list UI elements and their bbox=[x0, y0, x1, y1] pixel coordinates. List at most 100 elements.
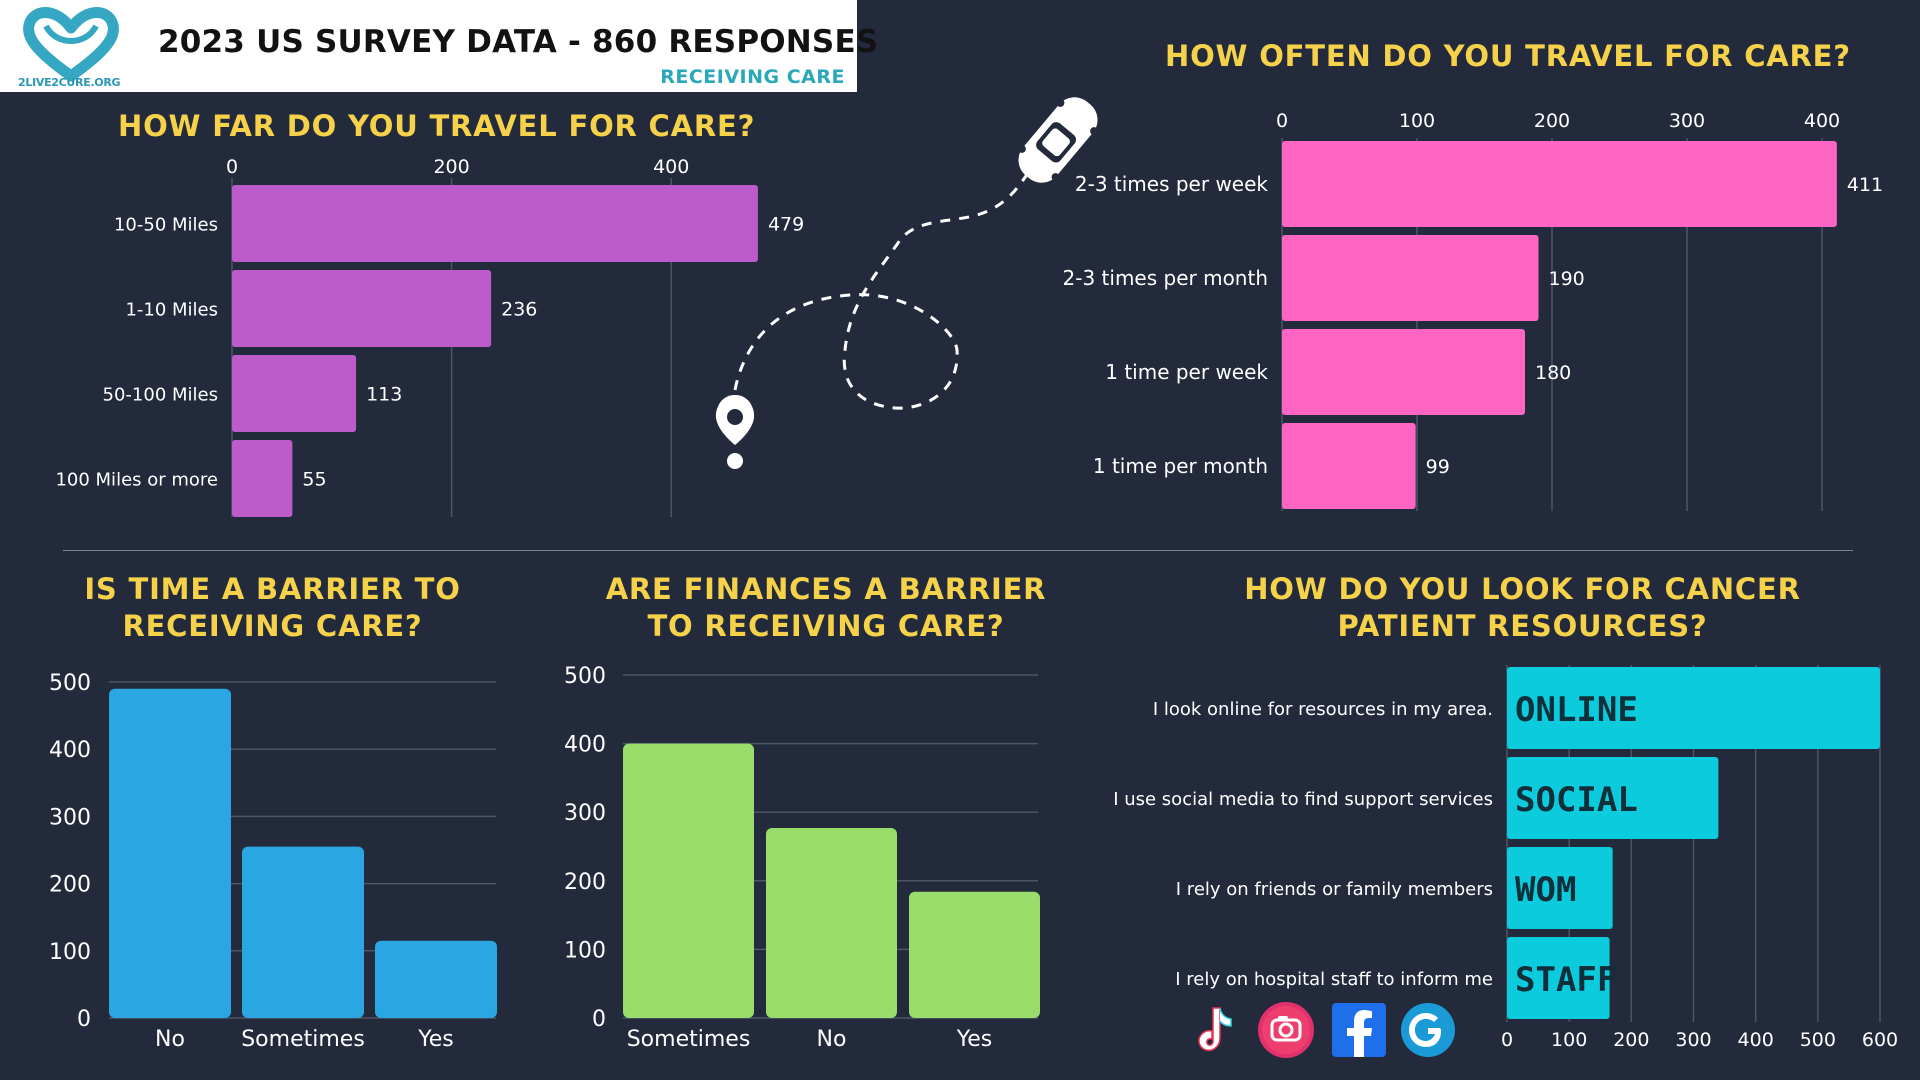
chart-title-resources-line2: PATIENT RESOURCES? bbox=[1337, 609, 1708, 643]
google-icon bbox=[1401, 1003, 1455, 1057]
instagram-icon bbox=[1258, 1002, 1314, 1058]
x-tick-label: 500 bbox=[1800, 1029, 1836, 1051]
category-label: 2-3 times per month bbox=[1063, 266, 1268, 290]
y-tick-label: 300 bbox=[49, 805, 91, 830]
x-tick-label: 200 bbox=[1613, 1029, 1649, 1051]
x-tick-label: 0 bbox=[1501, 1029, 1513, 1051]
category-label: I rely on friends or family members bbox=[1176, 879, 1493, 900]
social-icons bbox=[1198, 1002, 1455, 1058]
category-label: Yes bbox=[417, 1027, 454, 1052]
data-label: 479 bbox=[768, 214, 804, 236]
page-subtitle: RECEIVING CARE bbox=[660, 66, 845, 88]
bar bbox=[232, 185, 758, 262]
x-tick-label: 400 bbox=[1804, 110, 1840, 132]
data-label: 113 bbox=[366, 384, 402, 406]
chart-title-frequency: HOW OFTEN DO YOU TRAVEL FOR CARE? bbox=[1165, 39, 1851, 73]
location-pin-icon bbox=[715, 395, 755, 469]
category-label: 50-100 Miles bbox=[103, 385, 218, 406]
category-label: 1 time per week bbox=[1105, 360, 1268, 384]
x-tick-label: 0 bbox=[226, 156, 238, 178]
category-label: I look online for resources in my area. bbox=[1153, 699, 1493, 720]
data-label: 411 bbox=[1847, 174, 1883, 196]
chart-title-finance-line2: TO RECEIVING CARE? bbox=[647, 609, 1005, 643]
bar bbox=[232, 355, 357, 432]
y-tick-label: 100 bbox=[564, 938, 606, 963]
category-label: No bbox=[155, 1027, 185, 1052]
bar bbox=[766, 827, 897, 1018]
x-tick-label: 300 bbox=[1675, 1029, 1711, 1051]
bar bbox=[232, 440, 293, 517]
x-tick-label: 600 bbox=[1862, 1029, 1898, 1051]
category-label: 100 Miles or more bbox=[55, 470, 218, 491]
x-tick-label: 200 bbox=[433, 156, 469, 178]
chart-title-resources: HOW DO YOU LOOK FOR CANCER PATIENT RESOU… bbox=[1200, 571, 1845, 645]
x-tick-label: 0 bbox=[1276, 110, 1288, 132]
category-label: 1-10 Miles bbox=[125, 300, 218, 321]
x-tick-label: 300 bbox=[1669, 110, 1705, 132]
y-tick-label: 0 bbox=[592, 1007, 606, 1032]
category-label: 10-50 Miles bbox=[114, 215, 218, 236]
category-label: Sometimes bbox=[241, 1027, 365, 1052]
data-label: 55 bbox=[302, 469, 326, 491]
section-divider bbox=[63, 550, 1853, 551]
data-label: 190 bbox=[1549, 268, 1585, 290]
category-label: I rely on hospital staff to inform me bbox=[1175, 969, 1493, 990]
bar-inner-label: WOM bbox=[1515, 870, 1576, 910]
y-tick-label: 500 bbox=[49, 671, 91, 696]
x-tick-label: 400 bbox=[1738, 1029, 1774, 1051]
bar bbox=[1507, 667, 1880, 749]
bar bbox=[1282, 423, 1416, 509]
y-tick-label: 200 bbox=[49, 873, 91, 898]
y-tick-label: 400 bbox=[49, 738, 91, 763]
data-label: 236 bbox=[501, 299, 537, 321]
bar bbox=[375, 940, 497, 1018]
chart-title-distance: HOW FAR DO YOU TRAVEL FOR CARE? bbox=[118, 109, 756, 143]
bar bbox=[242, 846, 364, 1018]
x-tick-label: 100 bbox=[1551, 1029, 1587, 1051]
bar bbox=[1507, 937, 1610, 1019]
category-label: 1 time per month bbox=[1093, 454, 1268, 478]
page-title: 2023 US SURVEY DATA - 860 RESPONSES bbox=[158, 24, 879, 60]
category-label: Sometimes bbox=[627, 1027, 751, 1052]
y-tick-label: 500 bbox=[564, 664, 606, 689]
bar bbox=[909, 891, 1040, 1018]
y-tick-label: 200 bbox=[564, 870, 606, 895]
facebook-icon bbox=[1332, 1003, 1386, 1057]
y-tick-label: 100 bbox=[49, 940, 91, 965]
chart-title-time-line2: RECEIVING CARE? bbox=[122, 609, 423, 643]
bar bbox=[1282, 235, 1539, 321]
chart-title-time-line1: IS TIME A BARRIER TO bbox=[84, 572, 461, 606]
bar-inner-label: SOCIAL bbox=[1515, 780, 1638, 820]
category-label: I use social media to find support servi… bbox=[1113, 789, 1493, 810]
bar bbox=[1507, 847, 1613, 929]
data-label: 180 bbox=[1535, 362, 1571, 384]
y-tick-label: 300 bbox=[564, 801, 606, 826]
logo-text: 2LIVE2CURE.ORG bbox=[18, 76, 121, 89]
bar bbox=[623, 743, 754, 1018]
category-label: No bbox=[817, 1027, 847, 1052]
chart-title-finance: ARE FINANCES A BARRIER TO RECEIVING CARE… bbox=[596, 571, 1056, 645]
car-icon bbox=[1017, 97, 1099, 183]
y-tick-label: 0 bbox=[77, 1007, 91, 1032]
y-tick-label: 400 bbox=[564, 733, 606, 758]
bar-inner-label: ONLINE bbox=[1515, 690, 1638, 730]
bar bbox=[1507, 757, 1719, 839]
bar bbox=[232, 270, 492, 347]
bar-inner-label: STAFF bbox=[1515, 960, 1617, 1000]
chart-title-finance-line1: ARE FINANCES A BARRIER bbox=[605, 572, 1047, 606]
tiktok-icon bbox=[1198, 1007, 1232, 1052]
bar bbox=[1282, 141, 1837, 227]
heart-logo-icon bbox=[23, 7, 119, 82]
chart-title-resources-line1: HOW DO YOU LOOK FOR CANCER bbox=[1244, 572, 1801, 606]
category-label: 2-3 times per week bbox=[1075, 172, 1269, 196]
x-tick-label: 100 bbox=[1399, 110, 1435, 132]
x-tick-label: 200 bbox=[1534, 110, 1570, 132]
chart-title-time: IS TIME A BARRIER TO RECEIVING CARE? bbox=[60, 571, 485, 645]
dashed-route bbox=[733, 169, 1032, 410]
